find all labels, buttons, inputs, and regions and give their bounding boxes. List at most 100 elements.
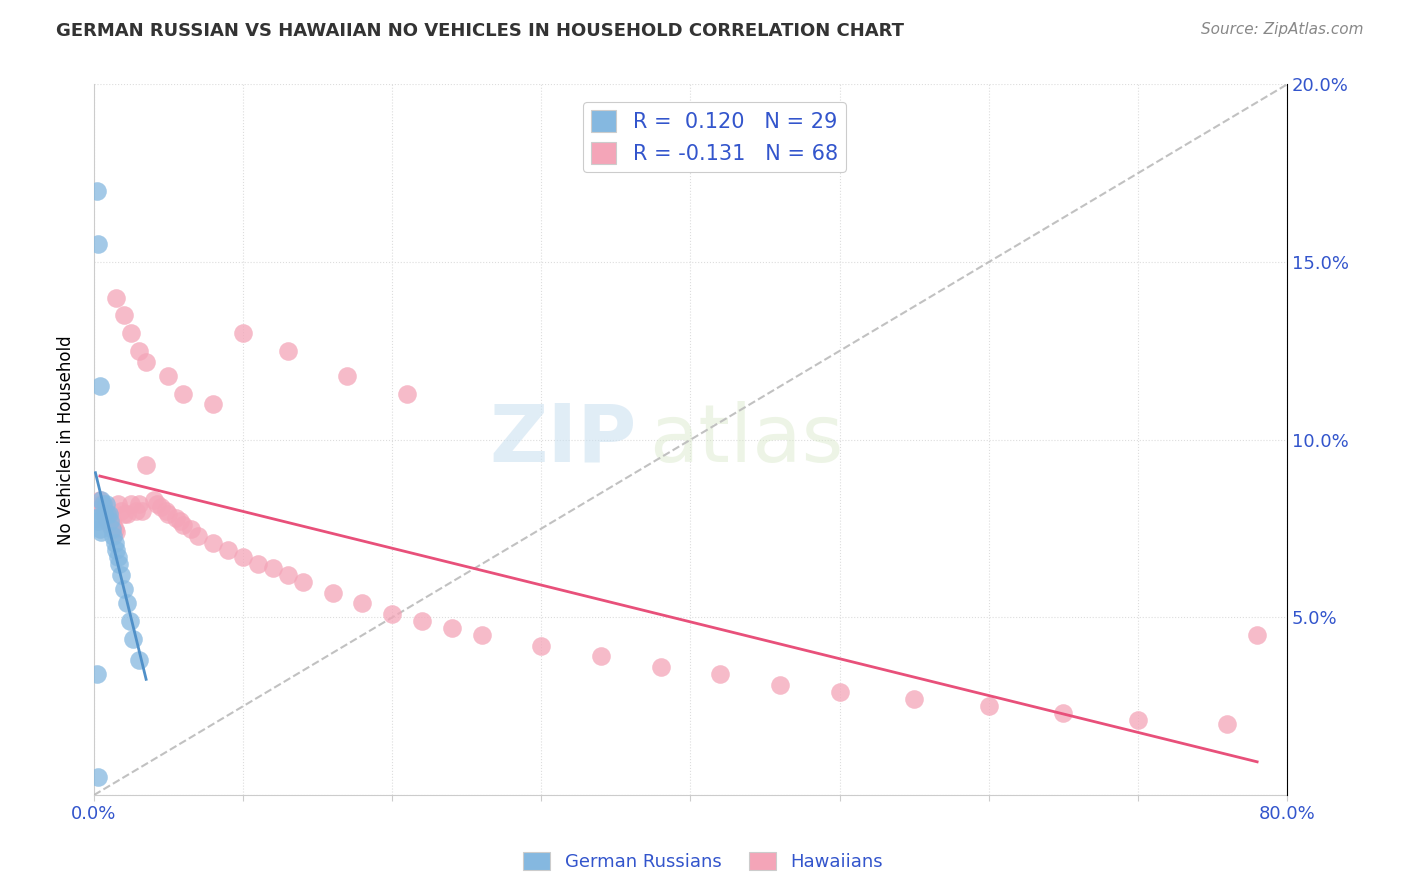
Point [96, 515, 118, 529]
Point [101, 515, 124, 529]
Point [128, 497, 150, 511]
Point [89, 379, 111, 393]
Point [131, 504, 153, 518]
Point [471, 628, 494, 642]
Point [1052, 706, 1074, 721]
Point [277, 343, 299, 358]
Point [157, 368, 180, 383]
Point [291, 574, 314, 589]
Point [128, 653, 150, 667]
Point [769, 678, 792, 692]
Point [115, 508, 138, 522]
Point [165, 511, 187, 525]
Point [91, 497, 114, 511]
Point [107, 497, 129, 511]
Legend: German Russians, Hawaiians: German Russians, Hawaiians [516, 845, 890, 879]
Point [202, 536, 225, 550]
Point [1216, 717, 1239, 731]
Point [1246, 628, 1268, 642]
Point [135, 354, 157, 368]
Point [709, 667, 731, 681]
Legend: R =  0.120   N = 29, R = -0.131   N = 68: R = 0.120 N = 29, R = -0.131 N = 68 [582, 102, 846, 172]
Point [90, 497, 112, 511]
Point [121, 632, 143, 646]
Point [110, 567, 132, 582]
Point [246, 557, 269, 571]
Point [86, 667, 108, 681]
Point [828, 685, 851, 699]
Point [262, 560, 284, 574]
Point [105, 542, 128, 557]
Text: atlas: atlas [648, 401, 844, 479]
Point [336, 368, 359, 383]
Point [440, 621, 463, 635]
Point [105, 525, 128, 540]
Point [217, 542, 239, 557]
Point [180, 522, 202, 536]
Point [89, 493, 111, 508]
Y-axis label: No Vehicles in Household: No Vehicles in Household [58, 334, 75, 544]
Point [101, 522, 124, 536]
Point [135, 458, 157, 472]
Point [104, 536, 127, 550]
Point [84, 511, 107, 525]
Point [86, 511, 108, 525]
Point [112, 508, 135, 522]
Point [96, 508, 118, 522]
Point [93, 508, 115, 522]
Point [172, 386, 194, 401]
Point [104, 522, 127, 536]
Point [97, 508, 120, 522]
Point [530, 639, 553, 653]
Point [150, 500, 173, 515]
Text: Source: ZipAtlas.com: Source: ZipAtlas.com [1201, 22, 1364, 37]
Point [187, 529, 209, 543]
Point [650, 660, 672, 674]
Point [120, 326, 142, 340]
Point [103, 529, 125, 543]
Text: GERMAN RUSSIAN VS HAWAIIAN NO VEHICLES IN HOUSEHOLD CORRELATION CHART: GERMAN RUSSIAN VS HAWAIIAN NO VEHICLES I… [56, 22, 904, 40]
Point [107, 549, 129, 564]
Point [1126, 714, 1149, 728]
Point [94, 511, 117, 525]
Point [89, 522, 111, 536]
Point [977, 699, 1000, 714]
Point [381, 607, 404, 621]
Point [232, 326, 254, 340]
Point [112, 309, 135, 323]
Point [155, 504, 177, 518]
Point [98, 518, 121, 533]
Point [169, 515, 191, 529]
Point [157, 508, 180, 522]
Point [277, 567, 299, 582]
Point [98, 515, 121, 529]
Point [105, 291, 128, 305]
Point [103, 518, 125, 533]
Point [90, 493, 112, 508]
Point [115, 596, 138, 610]
Point [91, 500, 114, 515]
Text: ZIP: ZIP [489, 401, 637, 479]
Point [97, 511, 120, 525]
Point [110, 504, 132, 518]
Point [93, 508, 115, 522]
Point [172, 518, 194, 533]
Point [120, 497, 142, 511]
Point [128, 343, 150, 358]
Point [87, 237, 110, 252]
Point [87, 770, 110, 784]
Point [86, 184, 108, 198]
Point [202, 397, 225, 411]
Point [90, 525, 112, 540]
Point [94, 497, 117, 511]
Point [108, 557, 131, 571]
Point [589, 649, 612, 664]
Point [87, 515, 110, 529]
Point [112, 582, 135, 596]
Point [232, 549, 254, 564]
Point [118, 614, 141, 628]
Point [396, 386, 419, 401]
Point [411, 614, 433, 628]
Point [352, 596, 374, 610]
Point [903, 692, 925, 706]
